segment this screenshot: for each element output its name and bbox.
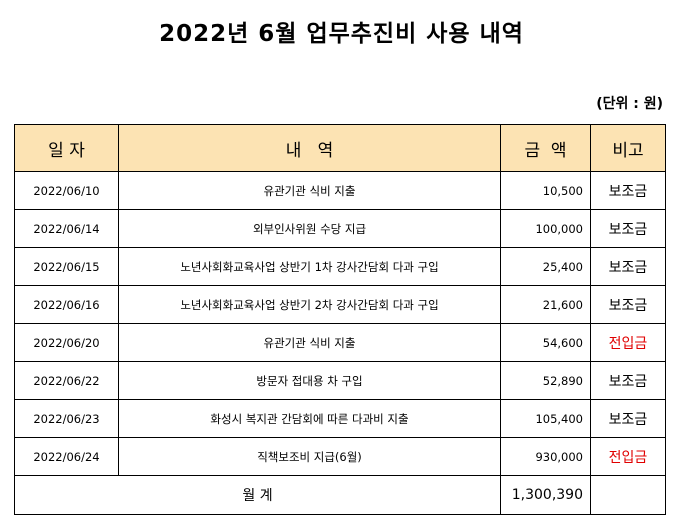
row-date: 2022/06/22 — [14, 361, 119, 400]
header-amount: 금 액 — [500, 124, 591, 172]
header-note: 비고 — [590, 124, 666, 172]
row-note: 보조금 — [590, 171, 666, 210]
row-description: 유관기관 식비 지출 — [118, 171, 501, 210]
table-row: 2022/06/15 노년사회화교육사업 상반기 1차 강사간담회 다과 구입 25… — [14, 247, 666, 286]
total-note — [590, 475, 666, 515]
total-label: 월 계 — [14, 475, 501, 515]
row-description: 노년사회화교육사업 상반기 2차 강사간담회 다과 구입 — [118, 285, 501, 324]
row-date: 2022/06/16 — [14, 285, 119, 324]
table-row: 2022/06/14 외부인사위원 수당 지급 100,000 보조금 — [14, 209, 666, 248]
unit-label: (단위 : 원) — [596, 96, 663, 112]
table-row: 2022/06/23 화성시 복지관 간담회에 따른 다과비 지출 105,400 보… — [14, 399, 666, 438]
row-note: 전입금 — [590, 323, 666, 362]
row-description: 외부인사위원 수당 지급 — [118, 209, 501, 248]
row-amount: 105,400 — [500, 399, 591, 438]
row-date: 2022/06/14 — [14, 209, 119, 248]
total-amount: 1,300,390 — [500, 475, 591, 515]
row-note: 전입금 — [590, 437, 666, 476]
row-amount: 930,000 — [500, 437, 591, 476]
table-row: 2022/06/24 직책보조비 지급(6월) 930,000 전입금 — [14, 437, 666, 476]
table-row: 2022/06/22 방문자 접대용 차 구입 52,890 보조금 — [14, 361, 666, 400]
table-header-row: 일 자 내 역 금 액 비고 — [14, 124, 666, 172]
row-description: 화성시 복지관 간담회에 따른 다과비 지출 — [118, 399, 501, 438]
table-row: 2022/06/10 유관기관 식비 지출 10,500 보조금 — [14, 171, 666, 210]
row-note: 보조금 — [590, 399, 666, 438]
row-note: 보조금 — [590, 209, 666, 248]
table-row: 2022/06/16 노년사회화교육사업 상반기 2차 강사간담회 다과 구입 21… — [14, 285, 666, 324]
row-amount: 10,500 — [500, 171, 591, 210]
expense-table: 일 자 내 역 금 액 비고 2022/06/10 유관기관 식비 지출 10,50… — [14, 124, 666, 515]
row-description: 노년사회화교육사업 상반기 1차 강사간담회 다과 구입 — [118, 247, 501, 286]
row-date: 2022/06/15 — [14, 247, 119, 286]
table-row: 2022/06/20 유관기관 식비 지출 54,600 전입금 — [14, 323, 666, 362]
row-date: 2022/06/10 — [14, 171, 119, 210]
row-description: 방문자 접대용 차 구입 — [118, 361, 501, 400]
row-amount: 54,600 — [500, 323, 591, 362]
row-amount: 25,400 — [500, 247, 591, 286]
row-note: 보조금 — [590, 285, 666, 324]
row-note: 보조금 — [590, 247, 666, 286]
row-amount: 100,000 — [500, 209, 591, 248]
row-amount: 21,600 — [500, 285, 591, 324]
row-date: 2022/06/24 — [14, 437, 119, 476]
page-title: 2022년 6월 업무추진비 사용 내역 — [159, 21, 524, 47]
row-description: 유관기관 식비 지출 — [118, 323, 501, 362]
row-date: 2022/06/23 — [14, 399, 119, 438]
row-note: 보조금 — [590, 361, 666, 400]
total-row: 월 계 1,300,390 — [14, 475, 666, 515]
row-description: 직책보조비 지급(6월) — [118, 437, 501, 476]
row-amount: 52,890 — [500, 361, 591, 400]
header-description: 내 역 — [118, 124, 501, 172]
header-date: 일 자 — [14, 124, 119, 172]
row-date: 2022/06/20 — [14, 323, 119, 362]
